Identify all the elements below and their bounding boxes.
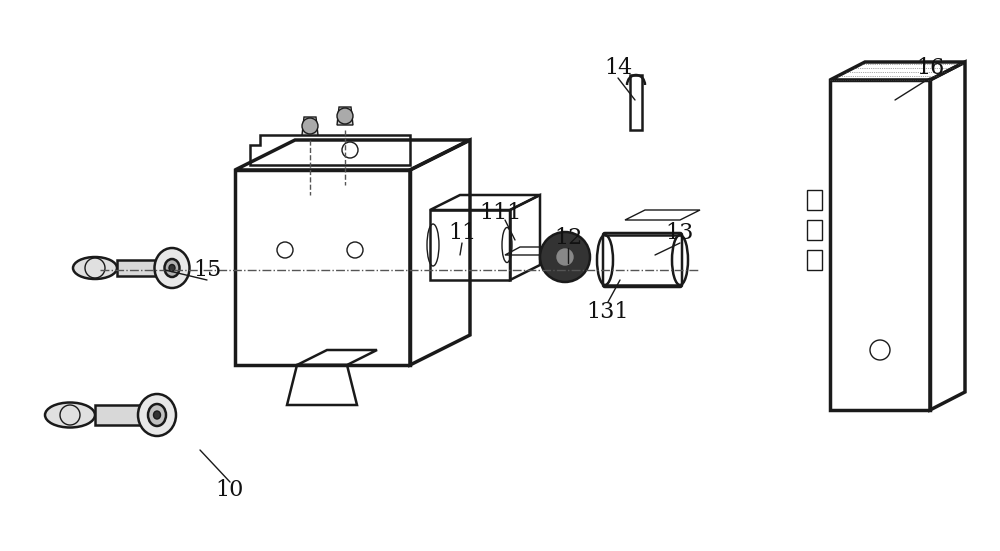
Text: 16: 16	[916, 57, 944, 79]
Polygon shape	[117, 260, 162, 276]
Circle shape	[337, 108, 353, 124]
Ellipse shape	[73, 257, 117, 279]
Ellipse shape	[169, 264, 175, 272]
Polygon shape	[302, 117, 318, 135]
Circle shape	[540, 232, 590, 282]
Text: 12: 12	[554, 227, 582, 249]
Text: 10: 10	[216, 479, 244, 501]
Circle shape	[302, 118, 318, 134]
Ellipse shape	[45, 402, 95, 428]
Ellipse shape	[138, 394, 176, 436]
Text: 15: 15	[193, 259, 221, 281]
Ellipse shape	[154, 411, 160, 419]
Circle shape	[557, 249, 573, 265]
Ellipse shape	[164, 259, 180, 277]
Text: 14: 14	[604, 57, 632, 79]
Polygon shape	[337, 107, 353, 125]
Text: 131: 131	[587, 301, 629, 323]
Text: 13: 13	[666, 222, 694, 244]
Text: 111: 111	[479, 202, 521, 224]
Text: 11: 11	[448, 222, 476, 244]
Ellipse shape	[148, 404, 166, 426]
Polygon shape	[95, 405, 145, 425]
Ellipse shape	[154, 248, 190, 288]
